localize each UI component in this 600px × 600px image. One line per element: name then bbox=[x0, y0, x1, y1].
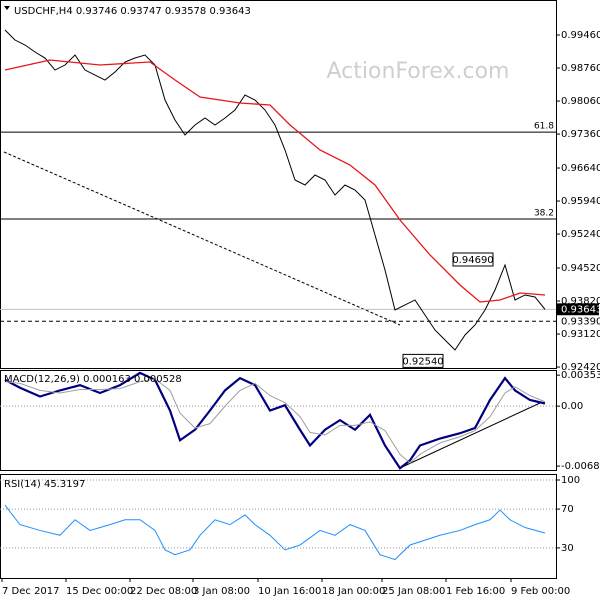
y-tick-label: 0.95240 bbox=[561, 229, 600, 240]
price-label: 0.93643 bbox=[561, 304, 600, 315]
trend-line bbox=[3, 151, 401, 326]
fib-label: 38.2 bbox=[534, 208, 554, 218]
dropdown-icon bbox=[4, 6, 10, 10]
x-tick-label: 22 Dec 08:00 bbox=[130, 586, 197, 597]
price-label: 0.93390 bbox=[561, 316, 600, 327]
series-line bbox=[4, 378, 546, 464]
x-tick-label: 7 Dec 2017 bbox=[2, 586, 60, 597]
x-tick-label: 10 Jan 16:00 bbox=[258, 586, 321, 597]
y-tick-label: 0.98760 bbox=[561, 63, 600, 74]
macd-panel bbox=[0, 370, 557, 471]
y-tick-label: 100 bbox=[561, 475, 580, 486]
x-tick-label: 3 Jan 08:00 bbox=[193, 586, 250, 597]
panel-title: USDCHF,H4 0.93746 0.93747 0.93578 0.9364… bbox=[14, 6, 251, 17]
y-tick-label: 30 bbox=[561, 543, 574, 554]
x-tick-label: 9 Feb 00:00 bbox=[511, 586, 570, 597]
y-tick-label: 0.93120 bbox=[561, 329, 600, 340]
annotation-box bbox=[402, 353, 444, 368]
price-label-box bbox=[557, 303, 599, 316]
series-line bbox=[4, 59, 546, 303]
y-tick-label: 0.98060 bbox=[561, 96, 600, 107]
y-tick-label: 0.93820 bbox=[561, 296, 600, 307]
y-tick-label: 0.95940 bbox=[561, 196, 600, 207]
x-tick-label: 18 Jan 00:00 bbox=[322, 586, 385, 597]
x-tick-label: 25 Jan 08:00 bbox=[382, 586, 445, 597]
annotation-label: 0.94690 bbox=[452, 255, 493, 266]
y-tick-label: 0.003538 bbox=[561, 370, 600, 381]
y-tick-label: 0.92420 bbox=[561, 362, 600, 373]
y-tick-label: 70 bbox=[561, 504, 574, 515]
series-line bbox=[4, 29, 546, 351]
y-tick-label: 0.99460 bbox=[561, 30, 600, 41]
fib-label: 61.8 bbox=[534, 122, 554, 132]
y-tick-label: -0.006853 bbox=[561, 461, 600, 472]
x-tick-label: 1 Feb 16:00 bbox=[446, 586, 505, 597]
x-tick-label: 15 Dec 00:00 bbox=[66, 586, 133, 597]
price-panel bbox=[0, 0, 557, 369]
series-line bbox=[4, 504, 546, 561]
y-tick-label: 0.97360 bbox=[561, 129, 600, 140]
y-tick-label: 0.96640 bbox=[561, 163, 600, 174]
panel-title: MACD(12,26,9) 0.000163 0.000528 bbox=[4, 374, 182, 385]
panel-title: RSI(14) 45.3197 bbox=[4, 479, 85, 490]
price-label-box bbox=[557, 315, 599, 328]
annotation-box bbox=[452, 252, 494, 267]
annotation-label: 0.92540 bbox=[402, 356, 443, 367]
rsi-panel bbox=[0, 474, 557, 579]
watermark: ActionForex.com bbox=[327, 59, 510, 84]
y-tick-label: 0.00 bbox=[561, 401, 583, 412]
y-tick-label: 0.94520 bbox=[561, 263, 600, 274]
macd-trend-line bbox=[399, 402, 541, 469]
series-line bbox=[4, 371, 546, 470]
